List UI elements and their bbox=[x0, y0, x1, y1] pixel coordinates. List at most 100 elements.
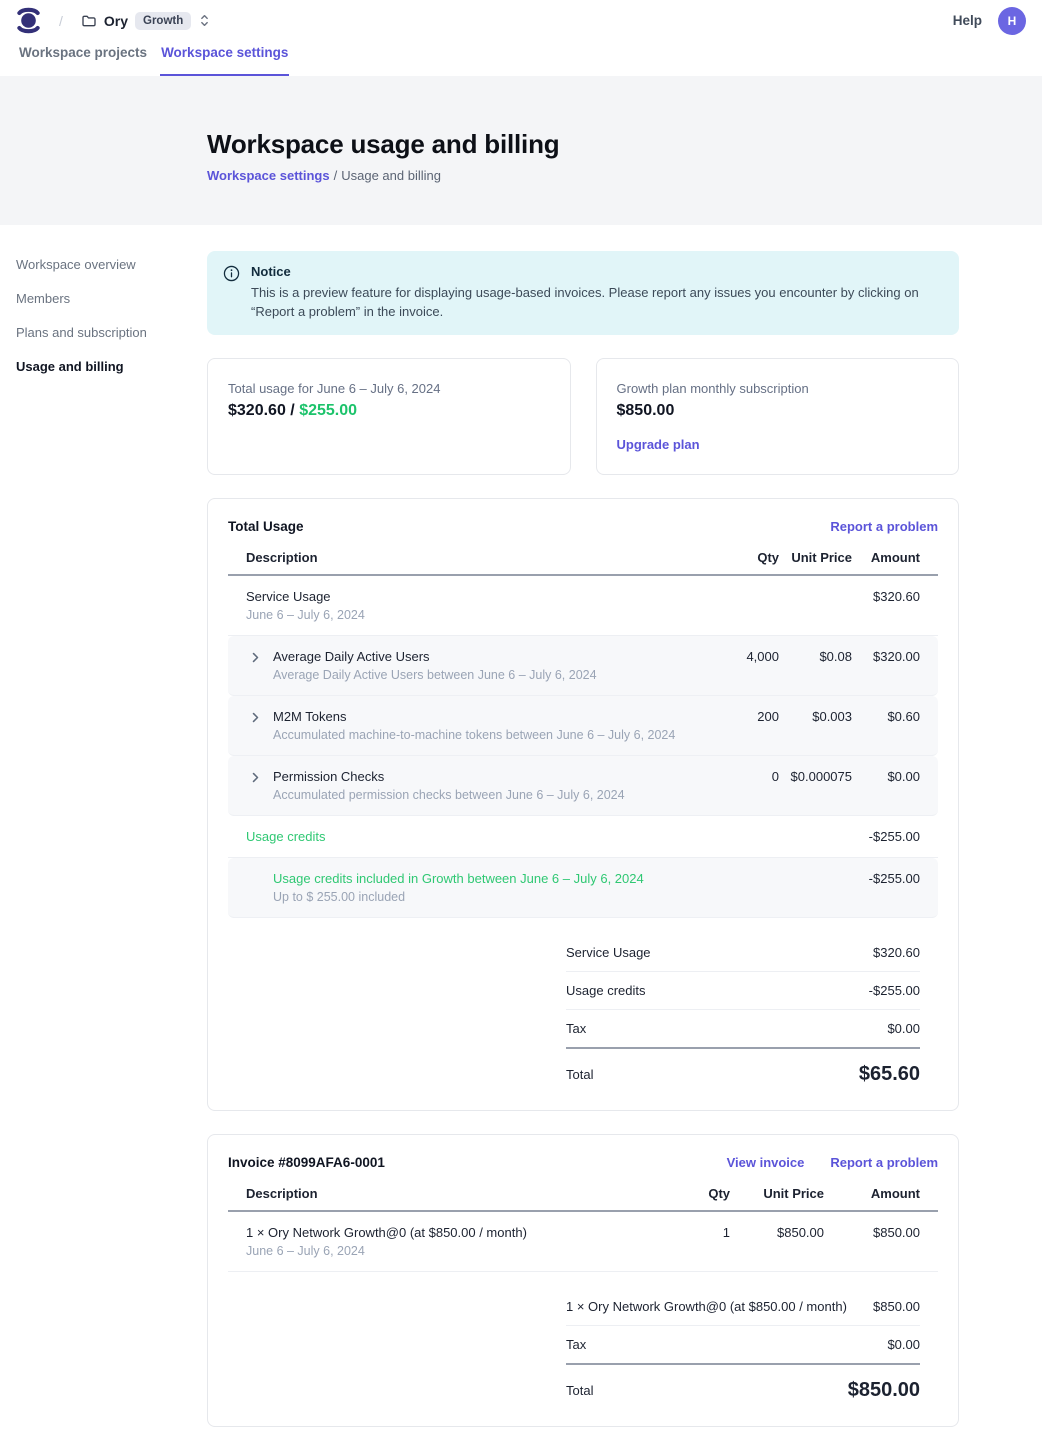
total-value: $65.60 bbox=[858, 1062, 920, 1085]
summary-label: Tax bbox=[566, 1020, 587, 1036]
total-value: $850.00 bbox=[847, 1378, 920, 1401]
usage-summary: Service Usage $320.60 Usage credits -$25… bbox=[566, 934, 920, 1090]
breadcrumb: Workspace settings / Usage and billing bbox=[207, 168, 1042, 183]
breadcrumb-separator: / bbox=[59, 12, 63, 29]
notice-title: Notice bbox=[251, 264, 291, 279]
row-unit-price: $850.00 bbox=[777, 1224, 824, 1240]
table-row-m2m-tokens: M2M Tokens Accumulated machine-to-machin… bbox=[228, 695, 938, 756]
avatar[interactable]: H bbox=[998, 6, 1026, 35]
table-row-service-usage: Service Usage June 6 – July 6, 2024 $320… bbox=[228, 576, 938, 636]
row-title: 1 × Ory Network Growth@0 (at $850.00 / m… bbox=[246, 1224, 527, 1240]
total-usage-card: Total usage for June 6 – July 6, 2024 $3… bbox=[207, 357, 571, 475]
sidebar-item-workspace-overview[interactable]: Workspace overview bbox=[16, 257, 136, 272]
total-label: Total bbox=[566, 1066, 594, 1082]
invoice-table-header: Description Qty Unit Price Amount bbox=[228, 1186, 938, 1212]
row-qty: 4,000 bbox=[746, 648, 779, 664]
summary-value: $0.00 bbox=[887, 1020, 920, 1036]
total-label: Total bbox=[566, 1382, 594, 1398]
col-description: Description bbox=[246, 1185, 318, 1201]
table-row-growth-subscription: 1 × Ory Network Growth@0 (at $850.00 / m… bbox=[228, 1212, 938, 1272]
row-subtitle: Up to $ 255.00 included bbox=[273, 889, 406, 904]
chevron-updown-icon[interactable] bbox=[198, 13, 211, 28]
summary-value: $850.00 bbox=[873, 1298, 920, 1314]
sidebar-item-plans-and-subscription[interactable]: Plans and subscription bbox=[16, 325, 147, 340]
chevron-right-icon[interactable] bbox=[246, 709, 264, 726]
view-invoice-link[interactable]: View invoice bbox=[726, 1154, 805, 1170]
page-title: Workspace usage and billing bbox=[207, 129, 560, 159]
total-usage-panel: Total Usage Report a problem Description… bbox=[207, 497, 959, 1111]
summary-row-tax: Tax $0.00 bbox=[566, 1326, 920, 1365]
plan-subscription-label: Growth plan monthly subscription bbox=[616, 380, 809, 396]
row-subtitle: June 6 – July 6, 2024 bbox=[246, 607, 365, 622]
workspace-switcher[interactable]: Ory Growth bbox=[81, 11, 211, 30]
row-title: Usage credits bbox=[246, 828, 326, 844]
upgrade-plan-link[interactable]: Upgrade plan bbox=[616, 436, 700, 452]
row-amount: -$255.00 bbox=[868, 870, 920, 886]
col-qty: Qty bbox=[708, 1185, 730, 1201]
row-subtitle: Accumulated permission checks between Ju… bbox=[273, 787, 625, 802]
col-amount: Amount bbox=[870, 549, 920, 565]
folder-icon bbox=[81, 13, 97, 29]
summary-label: Usage credits bbox=[566, 982, 646, 998]
plan-subscription-card: Growth plan monthly subscription $850.00… bbox=[595, 357, 959, 475]
row-title: M2M Tokens bbox=[273, 708, 347, 724]
summary-row-line-item: 1 × Ory Network Growth@0 (at $850.00 / m… bbox=[566, 1288, 920, 1326]
notice-body: This is a preview feature for displaying… bbox=[251, 285, 919, 319]
report-problem-link[interactable]: Report a problem bbox=[830, 518, 938, 534]
summary-row-total: Total $65.60 bbox=[566, 1049, 920, 1090]
summary-row-service-usage: Service Usage $320.60 bbox=[566, 934, 920, 972]
chevron-right-icon[interactable] bbox=[246, 649, 264, 666]
usage-panel-title: Total Usage bbox=[228, 518, 304, 534]
summary-row-tax: Tax $0.00 bbox=[566, 1010, 920, 1049]
tab-workspace-projects[interactable]: Workspace projects bbox=[19, 45, 148, 60]
row-qty: 1 bbox=[722, 1224, 730, 1240]
row-amount: -$255.00 bbox=[868, 828, 920, 844]
col-amount: Amount bbox=[870, 1185, 920, 1201]
breadcrumb-current: Usage and billing bbox=[341, 168, 441, 183]
table-row-usage-credits: Usage credits -$255.00 bbox=[228, 816, 938, 858]
total-usage-value: $320.60 / $255.00 bbox=[228, 402, 550, 420]
usage-table-header: Description Qty Unit Price Amount bbox=[228, 550, 938, 576]
col-unit-price: Unit Price bbox=[763, 1185, 824, 1201]
row-amount: $320.60 bbox=[873, 588, 920, 604]
summary-row-total: Total $850.00 bbox=[566, 1365, 920, 1406]
tab-workspace-settings[interactable]: Workspace settings bbox=[160, 41, 290, 76]
plan-badge: Growth bbox=[135, 11, 192, 30]
ory-logo-icon[interactable] bbox=[16, 6, 41, 35]
row-subtitle: Average Daily Active Users between June … bbox=[273, 667, 597, 682]
row-amount: $320.00 bbox=[873, 648, 920, 664]
sidebar-item-usage-and-billing[interactable]: Usage and billing bbox=[16, 359, 124, 374]
plan-subscription-amount: $850.00 bbox=[616, 401, 675, 419]
col-description: Description bbox=[246, 549, 318, 565]
row-qty: 200 bbox=[757, 708, 779, 724]
summary-value: -$255.00 bbox=[868, 982, 920, 998]
table-row-usage-credits-detail: Usage credits included in Growth between… bbox=[228, 857, 938, 918]
row-title: Permission Checks bbox=[273, 768, 385, 784]
row-title: Service Usage bbox=[246, 588, 331, 604]
settings-side-nav: Workspace overview Members Plans and sub… bbox=[0, 251, 207, 387]
report-problem-link[interactable]: Report a problem bbox=[830, 1154, 938, 1170]
row-unit-price: $0.000075 bbox=[790, 768, 852, 784]
row-qty: 0 bbox=[771, 768, 779, 784]
chevron-right-icon[interactable] bbox=[246, 769, 264, 786]
top-bar: / Ory Growth Help H bbox=[0, 0, 1042, 41]
breadcrumb-workspace-settings-link[interactable]: Workspace settings bbox=[207, 168, 330, 183]
workspace-name: Ory bbox=[103, 12, 129, 29]
summary-label: Service Usage bbox=[566, 944, 651, 960]
notice-banner: Notice This is a preview feature for dis… bbox=[207, 251, 959, 335]
col-unit-price: Unit Price bbox=[791, 549, 852, 565]
row-amount: $0.60 bbox=[887, 708, 920, 724]
row-title: Usage credits included in Growth between… bbox=[273, 870, 644, 886]
invoice-title: Invoice #8099AFA6-0001 bbox=[228, 1154, 385, 1170]
row-amount: $850.00 bbox=[873, 1224, 920, 1240]
summary-row-usage-credits: Usage credits -$255.00 bbox=[566, 972, 920, 1010]
table-row-permission-checks: Permission Checks Accumulated permission… bbox=[228, 755, 938, 816]
help-link[interactable]: Help bbox=[952, 13, 982, 28]
row-unit-price: $0.08 bbox=[819, 648, 852, 664]
summary-label: 1 × Ory Network Growth@0 (at $850.00 / m… bbox=[566, 1298, 847, 1314]
sidebar-item-members[interactable]: Members bbox=[16, 291, 71, 306]
row-unit-price: $0.003 bbox=[812, 708, 852, 724]
invoice-panel: Invoice #8099AFA6-0001 View invoice Repo… bbox=[207, 1133, 959, 1427]
summary-label: Tax bbox=[566, 1336, 587, 1352]
row-amount: $0.00 bbox=[887, 768, 920, 784]
